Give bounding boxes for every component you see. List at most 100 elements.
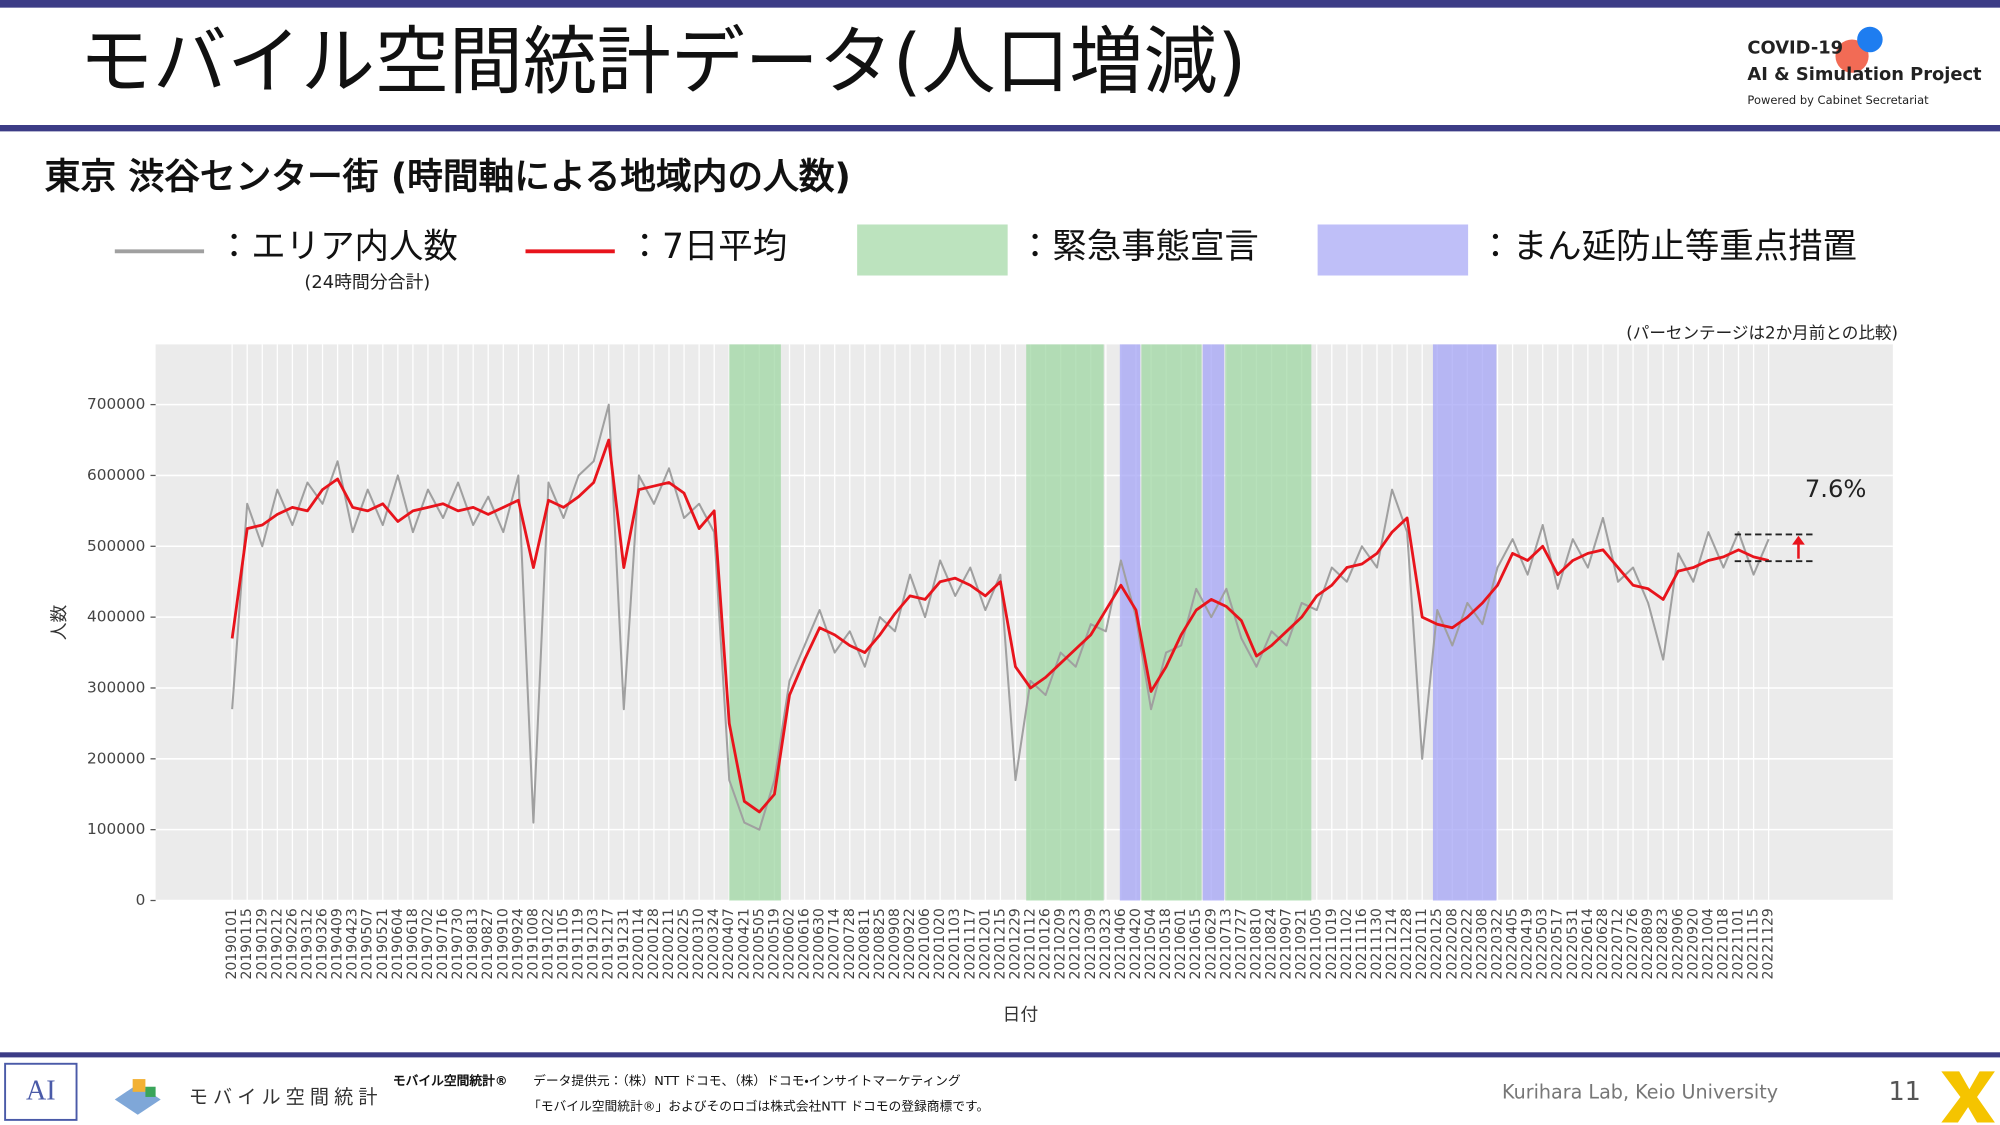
x-tick-label: 20200922 bbox=[902, 908, 918, 979]
x-tick-label: 20190702 bbox=[420, 908, 436, 979]
plot bbox=[155, 344, 1893, 902]
x-tick-label: 20220614 bbox=[1580, 908, 1596, 979]
x-tick-label: 20220920 bbox=[1685, 908, 1701, 979]
x-tick-label: 20210406 bbox=[1113, 908, 1129, 979]
x-tick-label: 20200505 bbox=[751, 908, 767, 979]
chart-title: 東京 渋谷センター街 (時間軸による地域内の人数) bbox=[45, 157, 851, 198]
x-tick-label: 20190813 bbox=[465, 908, 481, 979]
y-tick-label: 500000 bbox=[87, 537, 145, 555]
x-tick-label: 20210420 bbox=[1128, 908, 1144, 979]
x-tick-label: 20190423 bbox=[345, 908, 361, 979]
brand-small: モバイル空間統計® bbox=[393, 1073, 508, 1089]
x-tick-label: 20211019 bbox=[1324, 908, 1340, 979]
x-tick-label: 20200407 bbox=[721, 908, 737, 979]
x-tick-label: 20221115 bbox=[1746, 908, 1762, 979]
data-source: データ提供元：（株）NTT ドコモ、（株）ドコモ・インサイトマーケティング bbox=[533, 1073, 961, 1089]
x-tick-label: 20220222 bbox=[1459, 908, 1475, 979]
x-tick-label: 20200630 bbox=[812, 908, 828, 979]
x-tick-label: 20200310 bbox=[691, 908, 707, 979]
logo-text: COVID-19 bbox=[1747, 37, 1843, 58]
x-tick-label: 20190409 bbox=[330, 908, 346, 979]
x-tick-label: 20221129 bbox=[1761, 908, 1777, 979]
x-tick-label: 20211102 bbox=[1339, 908, 1355, 979]
x-tick-label: 20221101 bbox=[1731, 908, 1747, 979]
period-band bbox=[1202, 344, 1225, 901]
y-tick-label: 0 bbox=[136, 891, 146, 909]
x-tick-label: 20190312 bbox=[299, 908, 315, 979]
x-tick-label: 20200225 bbox=[676, 908, 692, 979]
x-tick-label: 20190910 bbox=[495, 908, 511, 979]
x-tick-label: 20190115 bbox=[239, 908, 255, 979]
x-tick-label: 20210629 bbox=[1203, 908, 1219, 979]
period-band bbox=[1119, 344, 1141, 901]
x-tick-label: 20211116 bbox=[1354, 908, 1370, 979]
x-tick-label: 20210223 bbox=[1068, 908, 1084, 979]
x-tick-label: 20220906 bbox=[1670, 908, 1686, 979]
x-tick-label: 20221018 bbox=[1715, 908, 1731, 979]
x-tick-label: 20220322 bbox=[1490, 908, 1506, 979]
x-tick-label: 20220125 bbox=[1429, 908, 1445, 979]
x-tick-label: 20190924 bbox=[510, 908, 526, 979]
trademark: 「モバイル空間統計®」およびそのロゴは株式会社NTT ドコモの登録商標です。 bbox=[528, 1099, 989, 1115]
x-tick-label: 20201201 bbox=[977, 908, 993, 979]
x-tick-label: 20200616 bbox=[797, 908, 813, 979]
x-tick-label: 20200602 bbox=[782, 908, 798, 979]
x-tick-label: 20190618 bbox=[405, 908, 421, 979]
x-tick-label: 20220405 bbox=[1505, 908, 1521, 979]
period-band bbox=[1225, 344, 1312, 901]
y-tick-label: 300000 bbox=[87, 678, 145, 696]
x-tick-label: 20210126 bbox=[1038, 908, 1054, 979]
x-tick-label: 20210323 bbox=[1098, 908, 1114, 979]
y-tick-label: 100000 bbox=[87, 820, 145, 838]
y-axis-label: 人数 bbox=[49, 604, 70, 640]
x-tick-label: 20201229 bbox=[1007, 908, 1023, 979]
x-tick-label: 20220809 bbox=[1640, 908, 1656, 979]
logo-dot bbox=[1857, 26, 1883, 53]
x-tick-label: 20210713 bbox=[1218, 908, 1234, 979]
x-tick-label: 20200324 bbox=[706, 908, 722, 979]
x-tick-label: 20201215 bbox=[992, 908, 1008, 979]
legend-label: ：緊急事態宣言 bbox=[1018, 227, 1259, 267]
x-tick-label: 20200211 bbox=[661, 908, 677, 979]
x-tick-label: 20190226 bbox=[284, 908, 300, 979]
x-tick-label: 20190716 bbox=[435, 908, 451, 979]
y-tick-label: 400000 bbox=[87, 608, 145, 626]
brand-icon bbox=[132, 1079, 146, 1092]
legend-label: ：7日平均 bbox=[628, 227, 788, 267]
x-tick-label: 20191105 bbox=[556, 908, 572, 979]
annotation-arrow bbox=[1792, 535, 1805, 545]
x-tick-label: 20201103 bbox=[947, 908, 963, 979]
x-tick-label: 20200421 bbox=[736, 908, 752, 979]
x-tick-label: 20220308 bbox=[1474, 908, 1490, 979]
title-bar bbox=[0, 125, 2000, 132]
series-line bbox=[231, 403, 1770, 831]
x-tick-label: 20190827 bbox=[480, 908, 496, 979]
plot-background bbox=[155, 344, 1893, 901]
legend-note: (24時間分合計) bbox=[304, 272, 430, 293]
x-tick-label: 20191022 bbox=[540, 908, 556, 979]
x-tick-label: 20190730 bbox=[450, 908, 466, 979]
x-tick-label: 20191217 bbox=[601, 908, 617, 979]
x-tick-label: 20190604 bbox=[390, 908, 406, 979]
x-tick-label: 20220726 bbox=[1625, 908, 1641, 979]
x-tick-label: 20210309 bbox=[1083, 908, 1099, 979]
x-tick-label: 20220712 bbox=[1610, 908, 1626, 979]
corner-icon bbox=[1941, 1071, 1995, 1123]
lab-logo: AI bbox=[26, 1076, 56, 1107]
x-tick-label: 20221004 bbox=[1700, 908, 1716, 979]
x-tick-label: 20211130 bbox=[1369, 908, 1385, 979]
x-tick-label: 20210727 bbox=[1233, 908, 1249, 979]
x-tick-label: 20200728 bbox=[842, 908, 858, 979]
x-tick-label: 20200908 bbox=[887, 908, 903, 979]
legend-swatch bbox=[1317, 224, 1469, 276]
x-tick-label: 20210824 bbox=[1264, 908, 1280, 979]
x-tick-label: 20210112 bbox=[1023, 908, 1039, 979]
footer-bar bbox=[0, 1052, 2000, 1058]
x-tick-label: 20191119 bbox=[571, 908, 587, 979]
x-tick-label: 20220111 bbox=[1414, 908, 1430, 979]
x-tick-label: 20220531 bbox=[1565, 908, 1581, 979]
x-tick-label: 20220419 bbox=[1520, 908, 1536, 979]
page-number: 11 bbox=[1888, 1077, 1920, 1107]
